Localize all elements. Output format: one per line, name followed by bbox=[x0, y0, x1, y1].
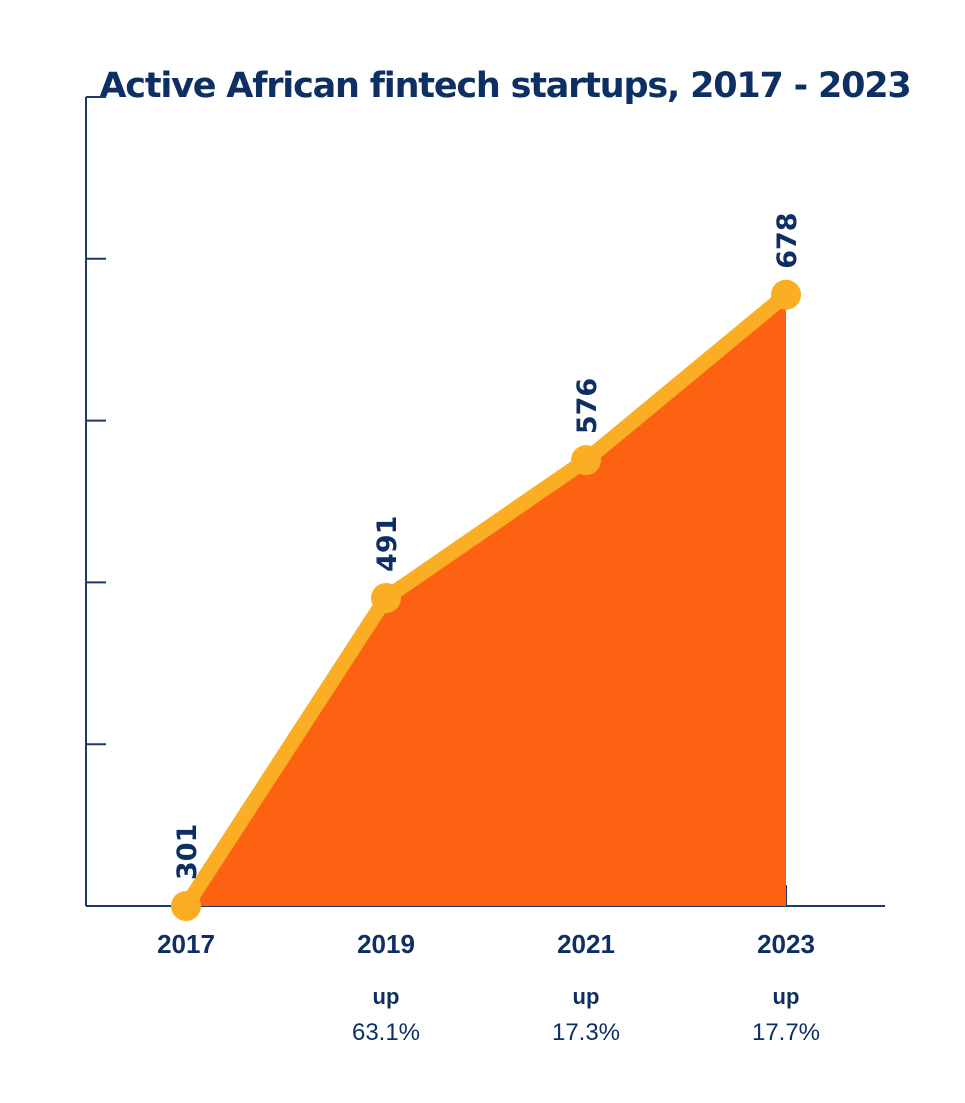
data-label: 576 bbox=[572, 378, 603, 434]
x-tick-label: 2021 bbox=[557, 929, 615, 959]
area-fill bbox=[186, 294, 786, 906]
growth-prefix: up bbox=[573, 984, 600, 1009]
chart-title: Active African fintech startups, 2017 - … bbox=[99, 66, 911, 106]
data-point bbox=[171, 891, 201, 921]
data-label: 491 bbox=[372, 516, 403, 572]
x-tick-label: 2019 bbox=[357, 929, 415, 959]
line-layer bbox=[178, 287, 794, 914]
data-point bbox=[571, 445, 601, 476]
growth-value: 63.1% bbox=[352, 1019, 420, 1046]
data-label: 678 bbox=[772, 212, 803, 268]
growth-value: 17.7% bbox=[752, 1019, 820, 1046]
growth-prefix: up bbox=[773, 984, 800, 1009]
data-label: 301 bbox=[172, 824, 203, 880]
growth-prefix: up bbox=[373, 984, 400, 1009]
x-tick-label: 2023 bbox=[757, 929, 815, 959]
growth-value: 17.3% bbox=[552, 1019, 620, 1046]
x-tick-label: 2017 bbox=[157, 929, 215, 959]
area-layer bbox=[186, 294, 786, 906]
points-layer bbox=[171, 279, 801, 921]
series-line bbox=[178, 287, 794, 914]
labels-layer: 301 2017 491 2019 576 2021 678 2023 up 63.1% up 17.… bbox=[157, 212, 820, 1046]
data-point bbox=[371, 582, 401, 613]
data-point bbox=[771, 279, 801, 310]
